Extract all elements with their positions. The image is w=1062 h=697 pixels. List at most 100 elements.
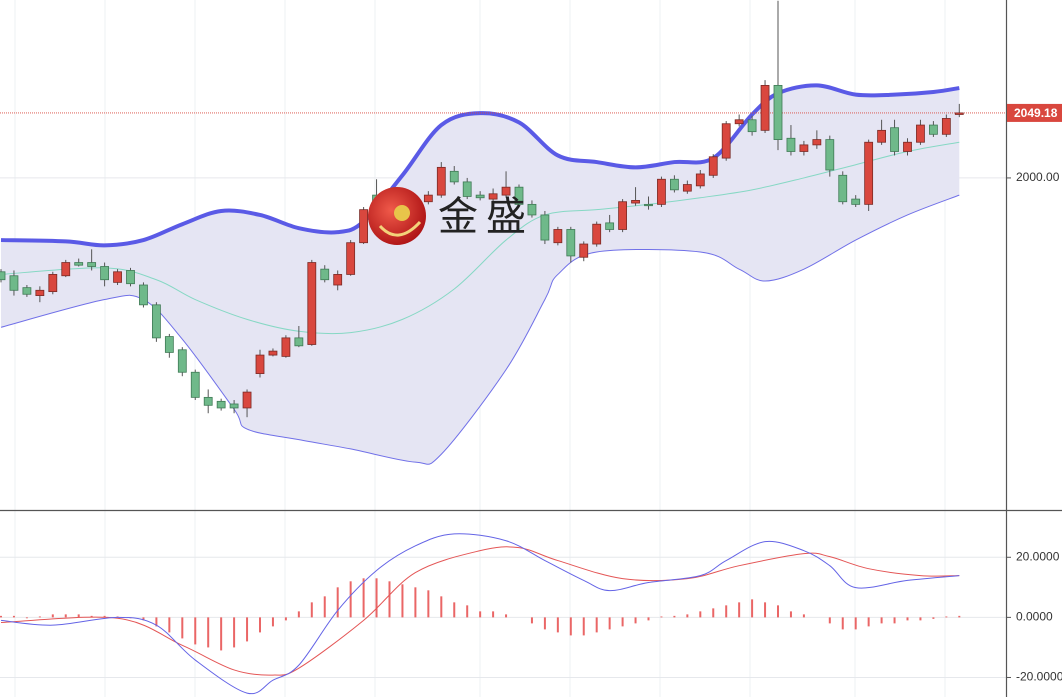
candle-body bbox=[177, 349, 187, 373]
macd-bar bbox=[323, 596, 326, 618]
macd-bar bbox=[388, 581, 391, 618]
candle-body bbox=[514, 186, 524, 205]
candle-body bbox=[695, 173, 705, 187]
macd-bar bbox=[427, 590, 430, 618]
macd-bar bbox=[660, 616, 663, 618]
candle-body bbox=[229, 403, 239, 409]
candle-body bbox=[890, 127, 899, 152]
candle-body bbox=[139, 284, 148, 306]
candle-body bbox=[488, 193, 498, 200]
candle-body bbox=[553, 229, 563, 244]
candle-body bbox=[307, 262, 317, 345]
macd-bar bbox=[362, 578, 365, 618]
macd-bar bbox=[284, 617, 287, 621]
candle-body bbox=[423, 194, 433, 203]
candle-body bbox=[359, 209, 369, 244]
candle-body bbox=[48, 274, 58, 293]
candle-body bbox=[61, 262, 71, 277]
macd-bar bbox=[90, 615, 93, 618]
macd-bar bbox=[686, 614, 689, 618]
candle-body bbox=[203, 396, 213, 406]
candle-body bbox=[540, 214, 550, 241]
candle-body bbox=[281, 337, 291, 357]
macd-bar bbox=[155, 617, 158, 627]
macd-bar bbox=[699, 611, 702, 618]
watermark-text: 金盛 bbox=[438, 194, 534, 240]
candle-body bbox=[294, 337, 304, 347]
band-upper bbox=[0, 83, 960, 248]
macd-bar bbox=[828, 617, 831, 624]
macd-bar bbox=[867, 617, 870, 627]
candle-body bbox=[708, 156, 718, 176]
candle-body bbox=[812, 139, 822, 146]
candle-body bbox=[527, 203, 537, 216]
candle-body bbox=[682, 184, 692, 192]
candle-body bbox=[916, 124, 925, 143]
candle-body bbox=[22, 287, 32, 295]
candle-body bbox=[877, 129, 886, 143]
macd-bar bbox=[725, 605, 728, 618]
candle-body bbox=[605, 222, 615, 230]
macd-bar bbox=[893, 617, 896, 624]
macd-bar bbox=[932, 617, 935, 619]
candle-body bbox=[0, 271, 6, 281]
candle-body bbox=[501, 186, 511, 196]
macd-bar bbox=[712, 608, 715, 618]
macd-bar bbox=[246, 617, 249, 642]
macd-bar bbox=[271, 617, 274, 627]
candle-body bbox=[9, 275, 19, 291]
macd-bar bbox=[181, 617, 184, 639]
candle-body bbox=[670, 178, 679, 191]
candle-body bbox=[100, 266, 109, 281]
macd-bar bbox=[336, 587, 339, 618]
watermark: 金盛 bbox=[368, 187, 534, 245]
macd-bar bbox=[634, 617, 637, 624]
macd-bar bbox=[505, 614, 508, 618]
macd-bar bbox=[297, 611, 300, 618]
macd-bar bbox=[142, 617, 145, 621]
macd-bar bbox=[0, 615, 2, 618]
macd-bar bbox=[906, 617, 909, 621]
candle-body bbox=[786, 137, 796, 152]
candle-body bbox=[449, 170, 459, 183]
candle-body bbox=[747, 119, 757, 133]
macd-bar bbox=[764, 602, 767, 618]
macd-bar bbox=[12, 615, 15, 618]
logo-coin bbox=[394, 205, 410, 221]
band-fill bbox=[1, 85, 960, 465]
macd-bar bbox=[440, 596, 443, 618]
last-price-label: 2049.18 bbox=[1014, 106, 1058, 120]
y-tick-label: 2000.00 bbox=[1016, 170, 1060, 184]
candle-body bbox=[618, 201, 627, 230]
macd-bar bbox=[841, 617, 844, 630]
macd-bar bbox=[789, 611, 792, 618]
candle-body bbox=[462, 181, 472, 197]
candle-body bbox=[436, 166, 446, 196]
candle-body bbox=[592, 223, 602, 245]
candle-body bbox=[864, 141, 874, 205]
candle-body bbox=[113, 271, 122, 283]
candle-body bbox=[74, 262, 84, 266]
candle-body bbox=[579, 243, 589, 258]
macd-bar bbox=[647, 617, 650, 621]
macd-bar bbox=[51, 614, 54, 618]
macd-bar bbox=[207, 617, 210, 648]
band-lower bbox=[0, 194, 960, 465]
macd-bar bbox=[233, 617, 236, 648]
candle-body bbox=[87, 262, 97, 267]
y-tick-label: 20.0000 bbox=[1016, 549, 1060, 563]
band-middle bbox=[0, 141, 960, 335]
macd-bar bbox=[958, 615, 961, 618]
macd-bar bbox=[880, 617, 883, 624]
macd-bar bbox=[738, 602, 741, 618]
candle-body bbox=[126, 270, 135, 285]
candle-body bbox=[929, 124, 938, 135]
macd-bar bbox=[453, 602, 456, 618]
candle-body bbox=[644, 203, 653, 207]
macd-bar bbox=[220, 617, 223, 651]
candle-body bbox=[216, 400, 226, 409]
candle-body bbox=[631, 200, 640, 204]
macd-bar bbox=[349, 581, 352, 618]
candle-body bbox=[760, 84, 770, 131]
